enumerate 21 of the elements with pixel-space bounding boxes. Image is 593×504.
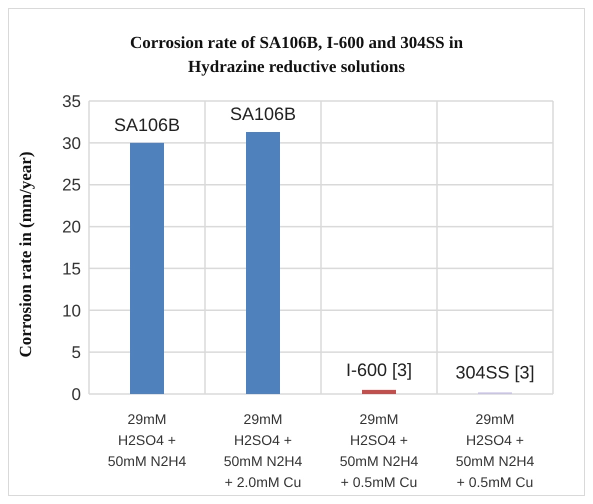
- bar: [130, 142, 164, 394]
- y-tick-label: 25: [62, 176, 81, 195]
- bar: [246, 132, 280, 394]
- annotation: SA106B: [114, 114, 180, 135]
- y-tick-label: 30: [62, 134, 81, 153]
- y-tick-label: 0: [72, 385, 81, 404]
- y-tick-label: 5: [72, 343, 81, 362]
- y-tick-label: 35: [62, 92, 81, 112]
- chart-title: Corrosion rate of SA106B, I-600 and 304SS in Hydrazine reductive solutions: [128, 32, 464, 78]
- annotation: SA106B: [230, 104, 296, 124]
- x-tick-label: 29mM H2SO4 + 50mM N2H4 + 0.5mM Cu: [340, 411, 418, 490]
- y-axis-title: Corrosion rate in (mm/year): [16, 152, 36, 358]
- y-tick-label: 20: [62, 218, 81, 237]
- annotation: I-600 [3]: [346, 360, 412, 380]
- x-tick-label: 29mM H2SO4 + 50mM N2H4 + 0.5mM Cu: [456, 411, 534, 490]
- x-tick-label: 29mM H2SO4 + 50mM N2H4 + 2.0mM Cu: [224, 411, 302, 490]
- y-tick-label: 10: [62, 301, 81, 320]
- x-tick-label: 29mM H2SO4 + 50mM N2H4: [108, 411, 186, 469]
- annotation: 304SS [3]: [455, 362, 535, 382]
- bar: [362, 390, 396, 394]
- y-tick-label: 15: [62, 259, 81, 278]
